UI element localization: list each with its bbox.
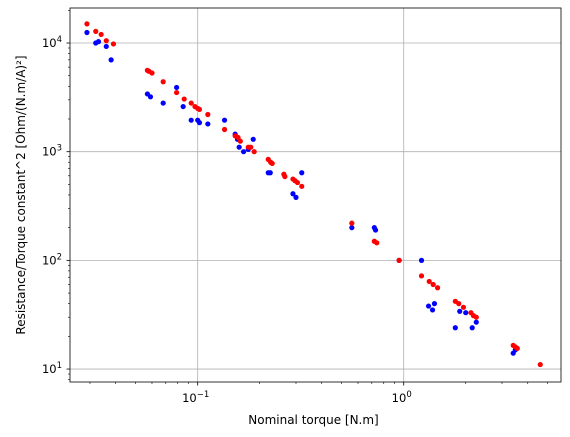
data-point: [469, 325, 475, 331]
y-axis-ticks: 101 102 103 104: [42, 35, 70, 376]
data-point: [160, 100, 166, 106]
data-point: [434, 285, 441, 291]
data-point: [160, 79, 166, 85]
data-point: [196, 120, 203, 126]
data-point: [251, 149, 257, 155]
x-axis-ticks: 10−1 100: [182, 382, 412, 405]
data-point: [269, 160, 275, 167]
data-point: [460, 304, 467, 310]
data-point: [108, 57, 114, 63]
data-point: [457, 308, 463, 314]
data-point: [299, 170, 305, 176]
x-tick-label: 100: [392, 390, 412, 405]
data-point: [149, 70, 155, 76]
data-point: [282, 173, 288, 180]
data-point: [293, 194, 299, 200]
data-point: [248, 144, 254, 150]
data-point: [473, 319, 479, 325]
data-points: [84, 21, 543, 368]
data-point: [463, 310, 469, 316]
data-point: [240, 149, 247, 155]
data-point: [84, 21, 90, 27]
data-point: [205, 111, 211, 118]
data-point: [95, 39, 102, 45]
data-point: [110, 41, 117, 47]
data-point: [236, 144, 242, 150]
minor-ticks: [68, 10, 549, 384]
data-point: [290, 191, 296, 197]
data-point: [349, 225, 355, 231]
data-point: [103, 38, 109, 44]
data-point: [84, 29, 90, 36]
data-point: [349, 220, 355, 226]
data-point: [418, 273, 425, 279]
data-point: [473, 314, 479, 320]
data-point: [196, 106, 203, 113]
data-point: [372, 227, 379, 233]
data-point: [396, 257, 402, 263]
data-point: [205, 121, 211, 127]
data-point: [426, 278, 432, 285]
data-point: [537, 361, 543, 368]
data-point: [188, 117, 194, 123]
data-point: [181, 96, 187, 102]
data-point: [374, 240, 380, 246]
data-point: [93, 28, 99, 34]
data-point: [103, 43, 109, 50]
data-point: [174, 89, 180, 96]
data-point: [180, 103, 186, 110]
data-point: [418, 257, 425, 263]
data-point: [294, 179, 301, 186]
data-point: [174, 84, 180, 91]
grid: [70, 8, 561, 382]
x-tick-label: 10−1: [182, 390, 209, 405]
data-point: [425, 303, 432, 309]
plot-frame: [69, 7, 562, 383]
data-point: [456, 301, 462, 307]
data-point: [514, 345, 520, 351]
data-point: [430, 281, 436, 288]
data-point: [452, 325, 458, 331]
x-axis-label: Nominal torque [N.m]: [248, 413, 378, 427]
data-point: [250, 136, 256, 142]
data-point: [221, 126, 228, 133]
data-point: [299, 183, 305, 189]
y-tick-label: 103: [42, 144, 62, 159]
y-axis-label: Resistance/Torque constant^2 [Ohm/(N.m/A…: [14, 55, 28, 334]
data-point: [98, 31, 104, 38]
data-point: [431, 301, 438, 307]
data-point: [221, 117, 228, 123]
data-point: [237, 138, 243, 144]
data-point: [429, 307, 436, 313]
data-point: [147, 94, 154, 100]
y-tick-label: 104: [42, 35, 62, 50]
y-tick-label: 101: [42, 361, 62, 376]
data-point: [267, 170, 273, 176]
y-tick-label: 102: [42, 252, 62, 267]
data-point: [188, 100, 194, 106]
